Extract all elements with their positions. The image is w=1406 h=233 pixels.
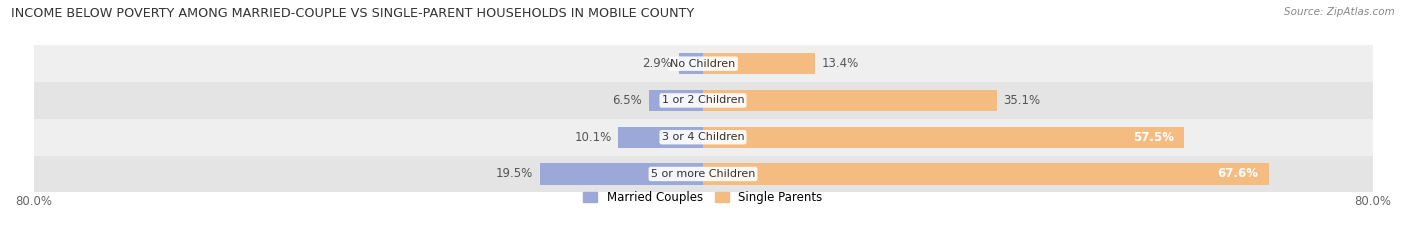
Text: 1 or 2 Children: 1 or 2 Children bbox=[662, 96, 744, 105]
Bar bbox=[648, 90, 703, 111]
Bar bbox=[619, 127, 703, 148]
Text: 2.9%: 2.9% bbox=[643, 57, 672, 70]
Text: 13.4%: 13.4% bbox=[823, 57, 859, 70]
Text: 57.5%: 57.5% bbox=[1133, 131, 1174, 144]
Text: Source: ZipAtlas.com: Source: ZipAtlas.com bbox=[1284, 7, 1395, 17]
Bar bbox=[703, 53, 815, 74]
Bar bbox=[34, 45, 1372, 82]
Bar bbox=[703, 90, 997, 111]
Bar bbox=[34, 119, 1372, 156]
Bar bbox=[679, 53, 703, 74]
Text: 5 or more Children: 5 or more Children bbox=[651, 169, 755, 179]
Bar bbox=[703, 127, 1184, 148]
Bar bbox=[540, 163, 703, 185]
Bar bbox=[34, 156, 1372, 192]
Legend: Married Couples, Single Parents: Married Couples, Single Parents bbox=[579, 186, 827, 209]
Text: 6.5%: 6.5% bbox=[612, 94, 643, 107]
Text: 3 or 4 Children: 3 or 4 Children bbox=[662, 132, 744, 142]
Text: 19.5%: 19.5% bbox=[496, 168, 533, 180]
Text: 35.1%: 35.1% bbox=[1004, 94, 1040, 107]
Text: 67.6%: 67.6% bbox=[1218, 168, 1258, 180]
Text: INCOME BELOW POVERTY AMONG MARRIED-COUPLE VS SINGLE-PARENT HOUSEHOLDS IN MOBILE : INCOME BELOW POVERTY AMONG MARRIED-COUPL… bbox=[11, 7, 695, 20]
Bar bbox=[703, 163, 1268, 185]
Bar bbox=[34, 82, 1372, 119]
Text: No Children: No Children bbox=[671, 59, 735, 69]
Text: 10.1%: 10.1% bbox=[575, 131, 612, 144]
